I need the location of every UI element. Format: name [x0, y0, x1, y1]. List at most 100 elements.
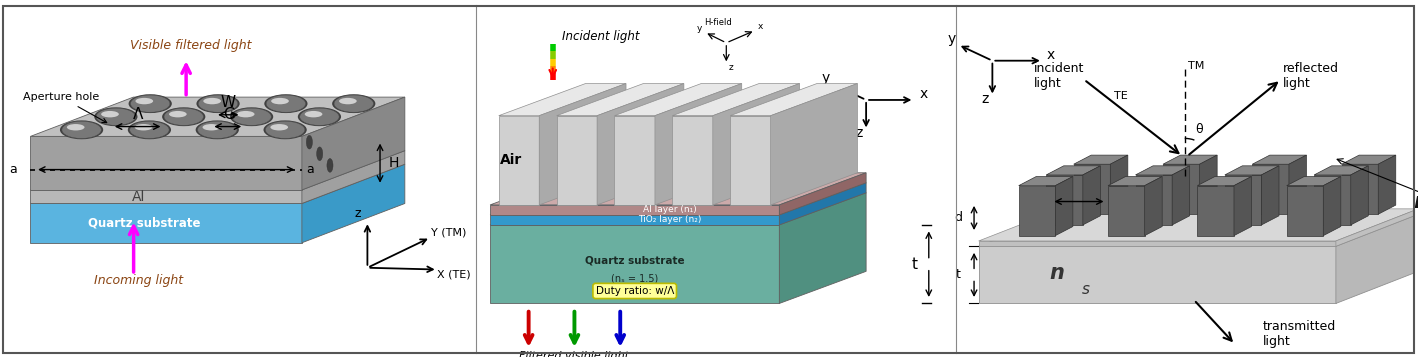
Ellipse shape [299, 108, 339, 125]
Polygon shape [1163, 155, 1217, 164]
Ellipse shape [169, 111, 187, 117]
Text: G: G [223, 107, 235, 122]
Text: Quartz substrate: Quartz substrate [584, 255, 685, 265]
Text: transmitted: transmitted [1262, 320, 1336, 333]
Polygon shape [31, 97, 406, 136]
Text: θ: θ [1195, 123, 1202, 136]
Polygon shape [1136, 175, 1173, 225]
Ellipse shape [298, 107, 342, 126]
Text: Aperture hole: Aperture hole [24, 92, 106, 123]
Ellipse shape [339, 98, 357, 104]
Text: L: L [1075, 183, 1082, 197]
Polygon shape [1073, 164, 1110, 214]
Text: W: W [221, 95, 235, 110]
Polygon shape [780, 173, 866, 215]
Polygon shape [1286, 186, 1323, 236]
Text: s: s [1082, 282, 1089, 297]
Polygon shape [557, 84, 683, 116]
Ellipse shape [316, 147, 323, 161]
Polygon shape [491, 215, 780, 225]
Ellipse shape [196, 120, 238, 139]
Polygon shape [780, 183, 866, 225]
Text: z: z [729, 62, 733, 72]
Ellipse shape [199, 95, 238, 112]
Polygon shape [1314, 175, 1351, 225]
Polygon shape [614, 84, 742, 116]
Text: Al: Al [132, 190, 146, 204]
Ellipse shape [60, 120, 104, 139]
Polygon shape [491, 205, 780, 215]
Ellipse shape [237, 111, 255, 117]
Text: reflected: reflected [1283, 62, 1339, 75]
Ellipse shape [264, 94, 308, 113]
Text: a: a [10, 163, 17, 176]
Polygon shape [978, 246, 1336, 303]
Text: H-field: H-field [705, 18, 732, 27]
Ellipse shape [332, 94, 376, 113]
Polygon shape [1107, 176, 1163, 186]
Text: TM: TM [1188, 61, 1205, 71]
Polygon shape [1200, 155, 1217, 214]
Text: light: light [1262, 335, 1290, 347]
Polygon shape [770, 84, 858, 205]
Text: d: d [954, 211, 961, 225]
Ellipse shape [306, 135, 312, 149]
Polygon shape [655, 84, 742, 205]
Text: Quartz substrate: Quartz substrate [88, 217, 201, 230]
Polygon shape [1314, 166, 1368, 175]
Polygon shape [1336, 214, 1418, 303]
Polygon shape [1083, 166, 1100, 225]
Text: t: t [912, 257, 917, 272]
Text: y: y [947, 32, 956, 46]
Ellipse shape [130, 95, 170, 112]
Polygon shape [713, 84, 800, 205]
Ellipse shape [233, 108, 271, 125]
Text: z: z [981, 92, 988, 106]
Polygon shape [1341, 164, 1378, 214]
Text: Incident light: Incident light [563, 30, 640, 43]
Polygon shape [1378, 155, 1395, 214]
Ellipse shape [305, 111, 322, 117]
Text: x: x [919, 87, 927, 101]
Polygon shape [672, 116, 713, 205]
Ellipse shape [197, 121, 237, 139]
Ellipse shape [328, 159, 333, 172]
Polygon shape [1262, 166, 1279, 225]
Text: TE: TE [1113, 91, 1127, 101]
Polygon shape [1073, 155, 1127, 164]
Polygon shape [539, 84, 625, 205]
Polygon shape [499, 84, 625, 116]
Polygon shape [1252, 155, 1306, 164]
Polygon shape [302, 164, 406, 243]
Polygon shape [1289, 155, 1306, 214]
Polygon shape [499, 116, 539, 205]
Polygon shape [302, 151, 406, 203]
Ellipse shape [271, 98, 289, 104]
Ellipse shape [203, 124, 220, 130]
Text: y: y [696, 24, 702, 33]
Polygon shape [1197, 186, 1234, 236]
Polygon shape [491, 183, 866, 215]
Text: n: n [1049, 263, 1065, 283]
Polygon shape [491, 193, 866, 225]
Polygon shape [1046, 175, 1083, 225]
Polygon shape [1107, 186, 1144, 236]
Polygon shape [1351, 166, 1368, 225]
Ellipse shape [101, 111, 119, 117]
Ellipse shape [164, 108, 203, 125]
Ellipse shape [162, 107, 206, 126]
Polygon shape [302, 97, 406, 190]
Polygon shape [730, 84, 858, 116]
Text: z: z [354, 207, 360, 220]
Text: X (TE): X (TE) [437, 270, 471, 280]
Text: x: x [1046, 48, 1055, 62]
Polygon shape [1173, 166, 1190, 225]
Ellipse shape [264, 120, 306, 139]
Ellipse shape [67, 124, 85, 130]
Ellipse shape [267, 95, 305, 112]
Text: incident: incident [1034, 62, 1083, 75]
Text: Λ: Λ [132, 107, 143, 122]
Polygon shape [31, 203, 302, 243]
Text: TiO₂ layer (n₂): TiO₂ layer (n₂) [638, 215, 700, 225]
Text: Duty ratio: w/Λ: Duty ratio: w/Λ [596, 286, 674, 296]
